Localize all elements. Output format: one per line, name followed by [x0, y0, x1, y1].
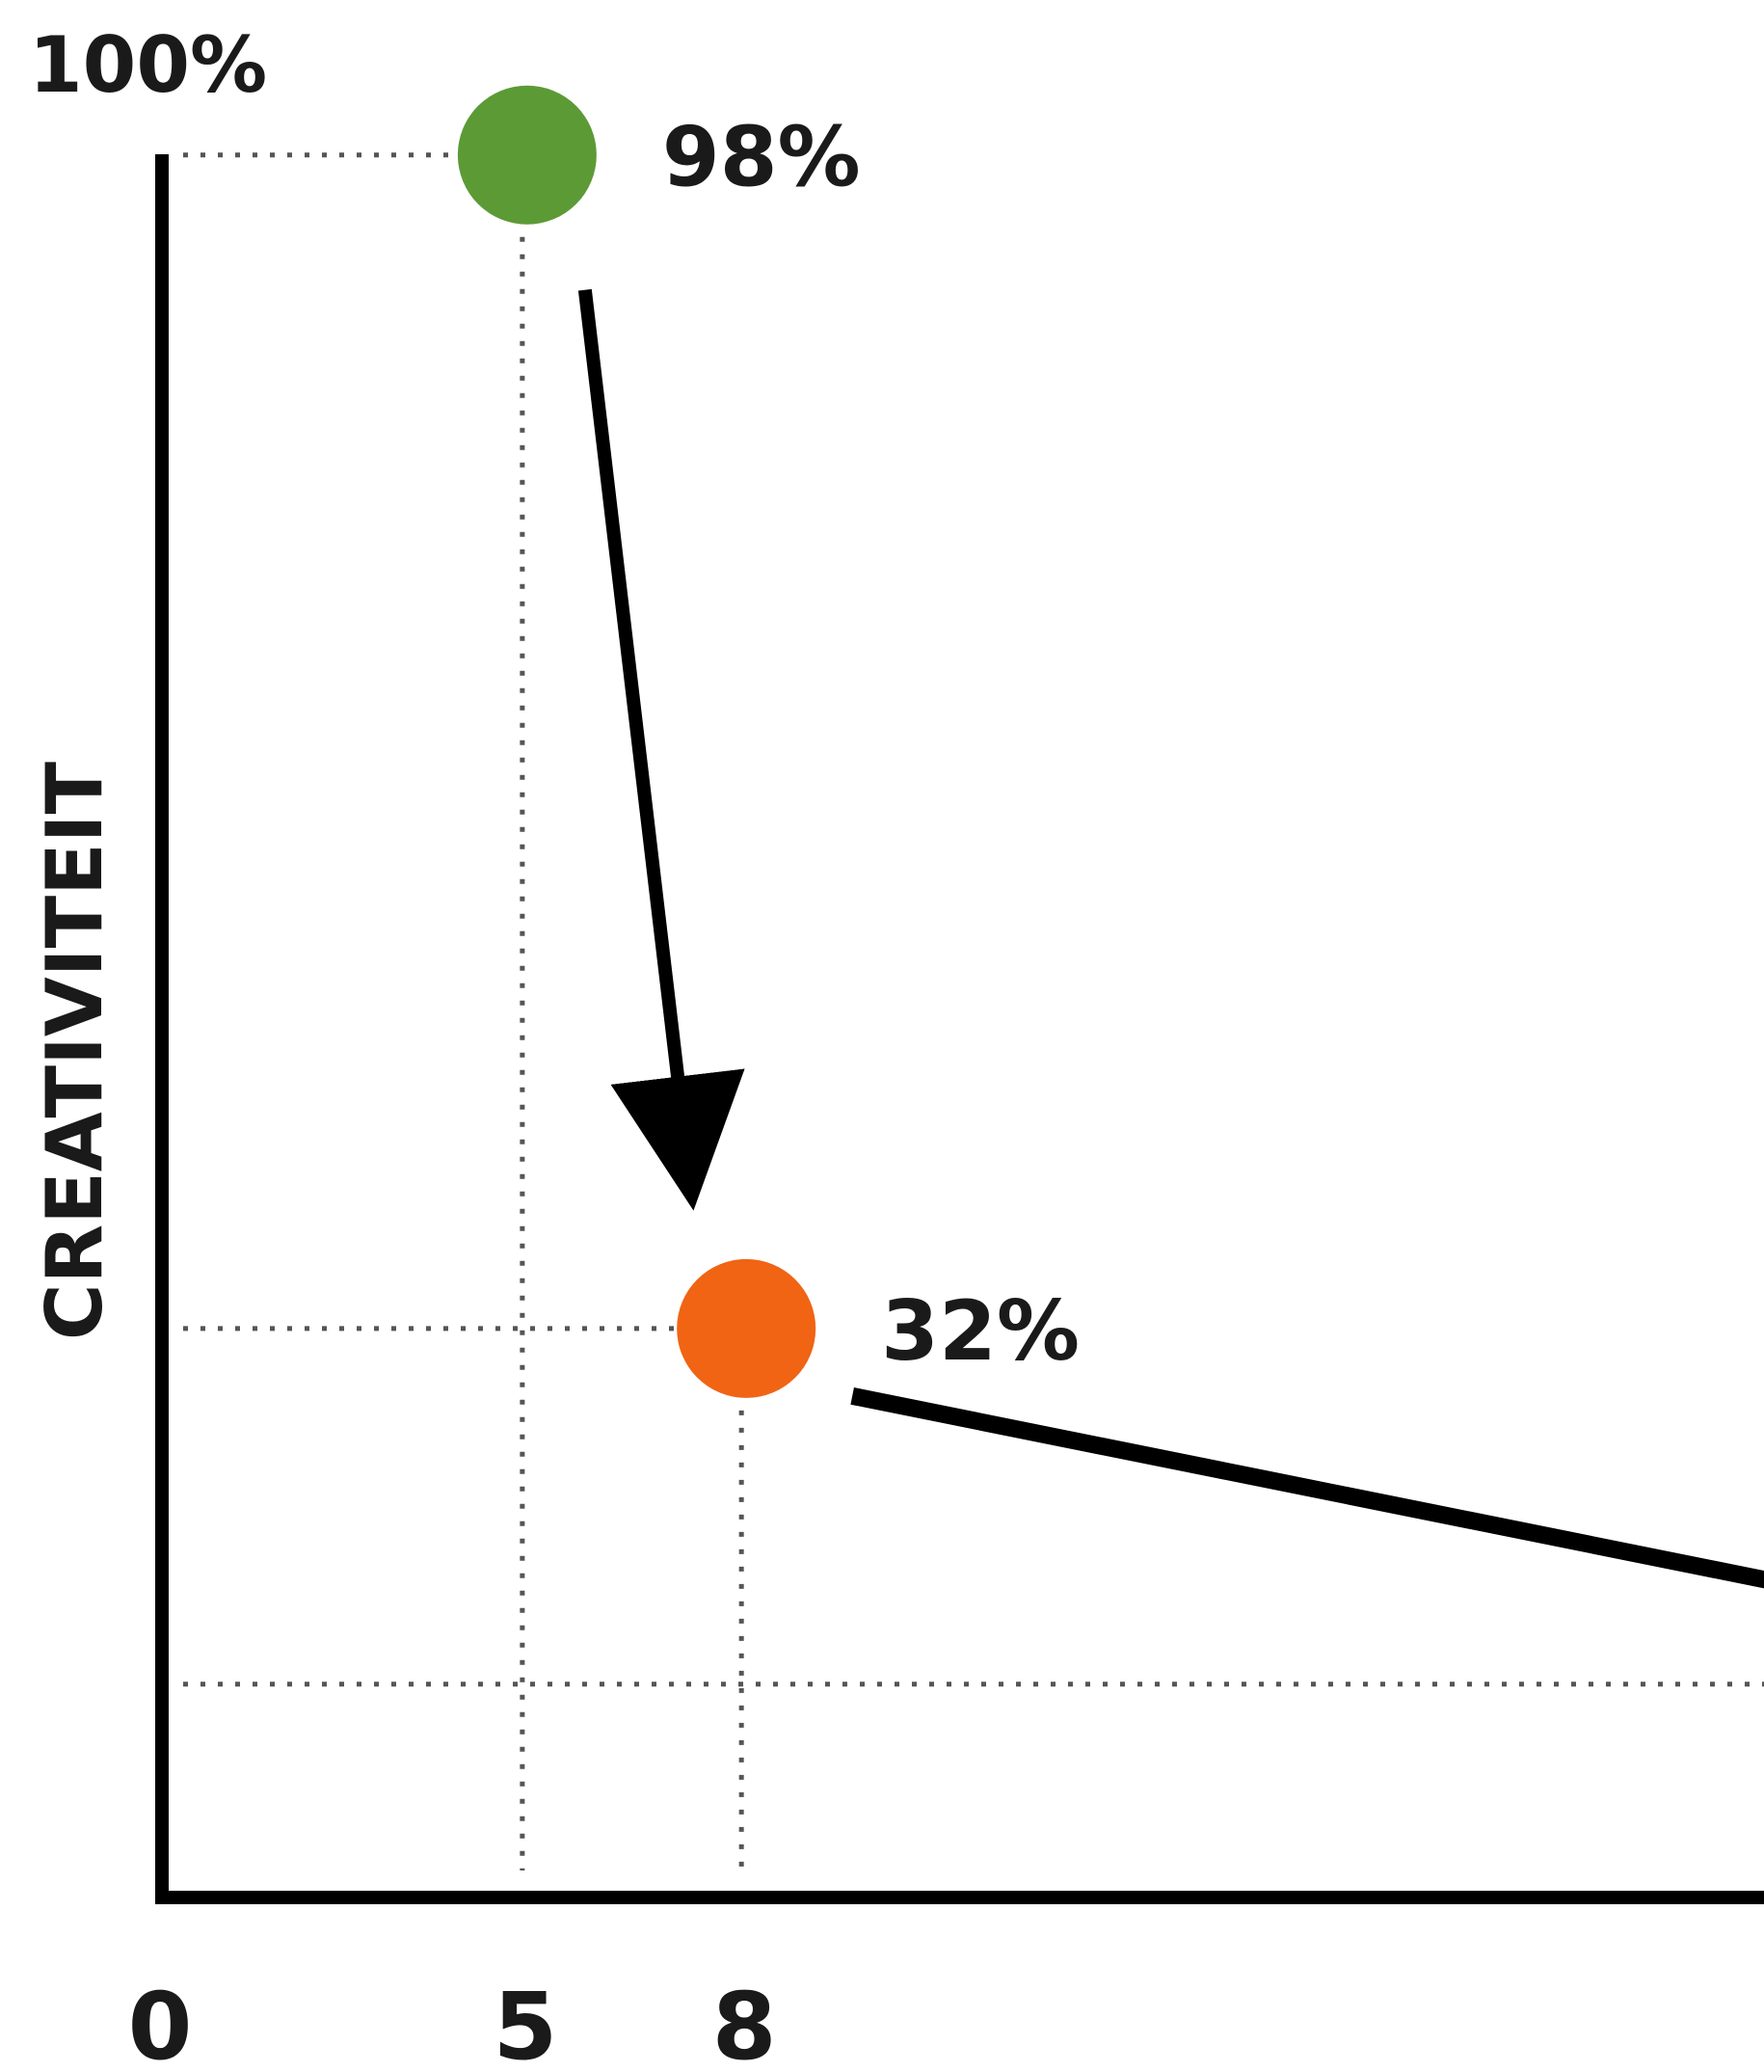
data-label-2: 32% — [881, 1283, 1080, 1380]
x-tick-label-5: 5 — [493, 1973, 557, 2072]
x-tick-label-0: 0 — [128, 1973, 193, 2072]
data-points: 98% 32% — [457, 85, 1080, 1398]
x-tick-label-8: 8 — [712, 1973, 777, 2072]
data-point-2 — [677, 1258, 816, 1398]
x-tick-labels: 0 5 8 — [128, 1973, 777, 2072]
transition-arrow — [577, 288, 745, 1211]
guide-lines — [183, 152, 1764, 1870]
y-axis-label: CREATIVITEIT — [30, 761, 120, 1340]
data-point-1 — [457, 85, 597, 225]
data-label-1: 98% — [662, 110, 861, 206]
trend-line — [850, 1387, 1764, 1589]
y-axis-top-label: 100% — [29, 20, 267, 110]
